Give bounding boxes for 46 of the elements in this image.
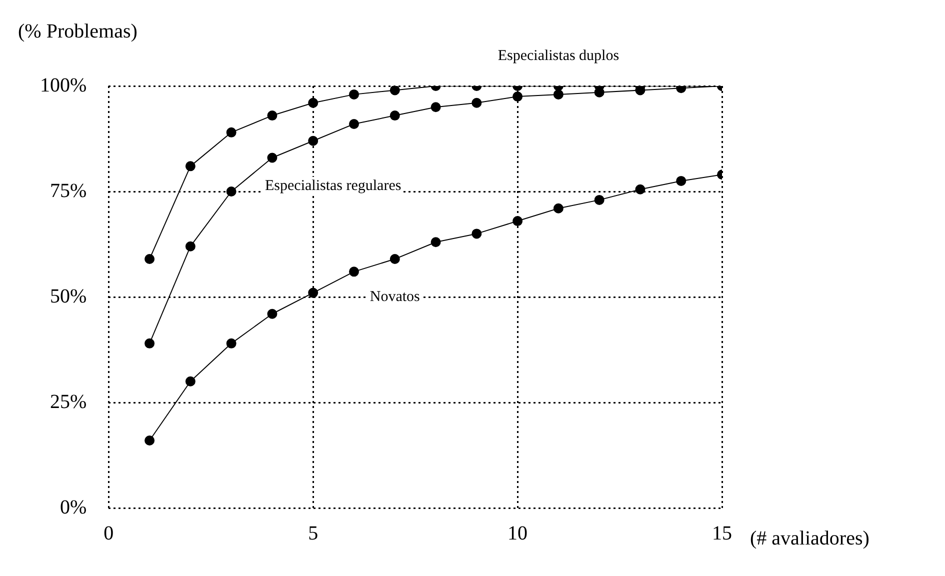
point (348, 118, 359, 129)
point (226, 186, 236, 196)
series-label: Especialistas regulares (265, 178, 402, 194)
y-axis-title: (% Problemas) (18, 20, 138, 42)
y-tick-label: 75% (50, 180, 87, 202)
series-label: Especialistas duplos (498, 48, 620, 64)
point (308, 136, 318, 146)
point (390, 110, 400, 121)
point (185, 376, 196, 386)
point (308, 98, 318, 108)
point (512, 216, 523, 226)
point (512, 92, 523, 102)
point (267, 110, 278, 121)
point (144, 254, 155, 264)
point (635, 184, 646, 194)
point (226, 127, 236, 138)
point (430, 237, 441, 248)
point (676, 176, 686, 186)
point (226, 338, 236, 348)
point (144, 435, 155, 446)
x-tick-label: 10 (508, 522, 528, 544)
point (390, 86, 400, 96)
point (144, 338, 155, 348)
y-tick-label: 100% (40, 74, 87, 96)
point (594, 194, 604, 205)
point (185, 161, 196, 172)
x-tick-label: 0 (104, 522, 114, 544)
y-tick-label: 50% (50, 285, 87, 308)
y-tick-label: 0% (60, 496, 87, 518)
series-label: Novatos (370, 288, 420, 305)
point (390, 254, 400, 264)
point (472, 98, 482, 108)
x-tick-label: 15 (712, 522, 732, 544)
point (308, 288, 318, 298)
point (348, 89, 359, 100)
point (267, 308, 278, 319)
point (553, 89, 564, 100)
x-tick-label: 5 (308, 522, 318, 544)
y-tick-label: 25% (50, 390, 87, 413)
point (348, 266, 359, 277)
point (553, 203, 564, 214)
point (430, 102, 441, 112)
point (267, 152, 278, 163)
x-axis-title: (# avaliadores) (750, 527, 870, 550)
point (185, 241, 196, 252)
point (472, 228, 482, 239)
